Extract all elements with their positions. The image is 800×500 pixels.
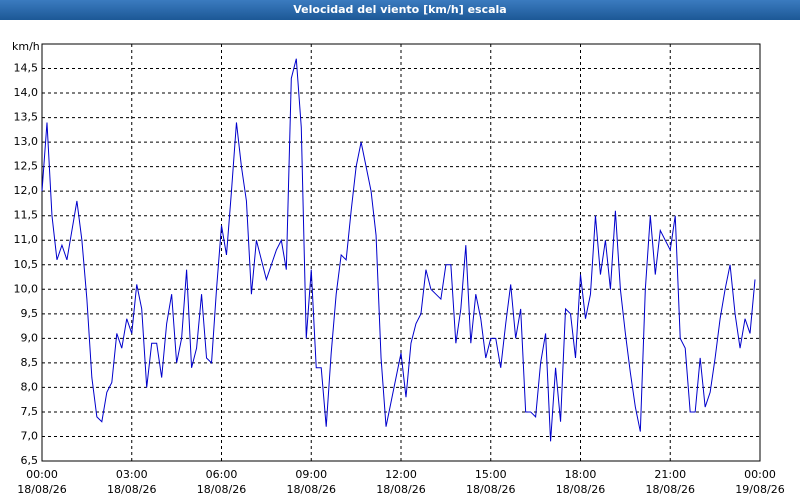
y-tick-label: 7,0	[21, 429, 39, 442]
x-tick-label: 18/08/26	[197, 483, 246, 496]
y-tick-label: 11,0	[14, 233, 39, 246]
x-tick-label: 00:00	[744, 468, 776, 481]
x-tick-label: 00:00	[26, 468, 58, 481]
y-tick-label: 10,0	[14, 282, 39, 295]
y-tick-label: 9,0	[21, 331, 39, 344]
x-tick-label: 03:00	[116, 468, 148, 481]
y-tick-label: 6,5	[21, 454, 39, 467]
y-axis-label: km/h	[12, 40, 40, 53]
y-tick-label: 14,0	[14, 86, 39, 99]
y-tick-label: 8,0	[21, 380, 39, 393]
chart-title: Velocidad del viento [km/h] escala	[293, 3, 506, 16]
y-tick-label: 8,5	[21, 356, 39, 369]
x-tick-label: 18/08/26	[17, 483, 66, 496]
x-tick-label: 18/08/26	[376, 483, 425, 496]
x-tick-label: 06:00	[206, 468, 238, 481]
x-tick-label: 18:00	[565, 468, 597, 481]
y-tick-label: 10,5	[14, 258, 39, 271]
y-tick-label: 14,5	[14, 62, 39, 75]
x-tick-label: 18/08/26	[646, 483, 695, 496]
x-tick-label: 19/08/26	[735, 483, 784, 496]
plot-frame	[41, 43, 761, 462]
x-tick-label: 18/08/26	[287, 483, 336, 496]
x-tick-label: 15:00	[475, 468, 507, 481]
x-tick-label: 09:00	[295, 468, 327, 481]
x-tick-label: 18/08/26	[556, 483, 605, 496]
x-tick-label: 12:00	[385, 468, 417, 481]
y-tick-label: 12,5	[14, 160, 39, 173]
data-line	[41, 58, 756, 442]
y-tick-label: 13,0	[14, 135, 39, 148]
x-tick-label: 18/08/26	[466, 483, 515, 496]
y-tick-label: 9,5	[21, 307, 39, 320]
y-tick-label: 7,5	[21, 405, 39, 418]
y-tick-label: 13,5	[14, 111, 39, 124]
x-tick-label: 21:00	[654, 468, 686, 481]
x-tick-label: 18/08/26	[107, 483, 156, 496]
y-tick-label: 11,5	[14, 209, 39, 222]
y-tick-label: 12,0	[14, 184, 39, 197]
title-bar	[0, 0, 800, 20]
